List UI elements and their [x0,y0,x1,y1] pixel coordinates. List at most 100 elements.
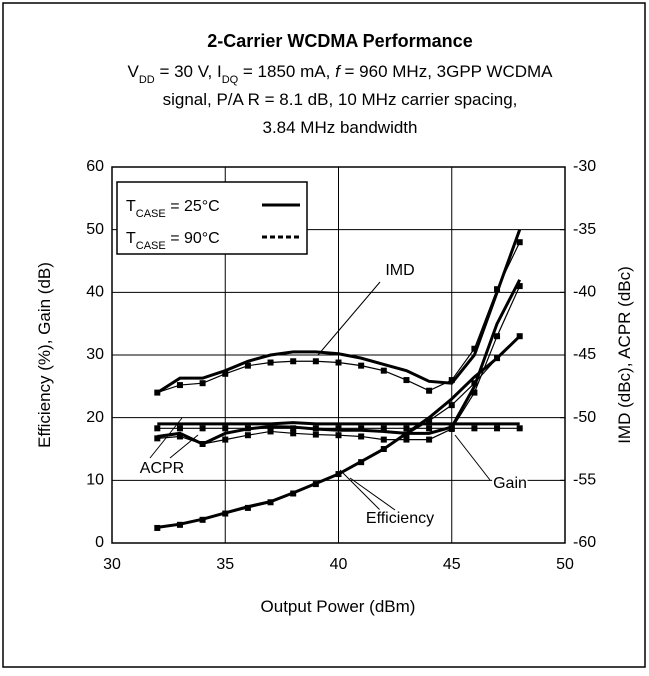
point [267,499,274,506]
point [244,432,251,439]
legend-label: TCASE = 25°C [126,198,220,220]
point [403,425,410,432]
point [516,239,523,246]
y-tick-label: 50 [86,221,104,238]
y-tick-label: 40 [86,284,104,301]
point [312,481,319,488]
subtitle-line: 3.84 MHz bandwidth [263,118,418,137]
legend-box [116,181,308,255]
y2-tick-label: -60 [573,534,596,551]
point [222,425,229,432]
text-part: = 1850 mA, [238,62,335,81]
point [222,436,229,443]
text-part: = 90°C [166,230,220,247]
plot: 30 35 40 45 50 0 10 20 30 40 50 60 -60 -55 -50 -45 -40 -3… [86,158,596,573]
point [199,425,206,432]
annotation: ACPR [140,460,184,477]
annotation: IMD [385,262,414,279]
point [154,435,161,442]
plot-border [111,166,566,544]
text-part: CASE [136,240,166,252]
point [448,377,455,384]
point [176,521,183,528]
point [222,370,229,377]
point [335,471,342,478]
y-tick-label: 10 [86,472,104,489]
y-axis-label: Efficiency (%), Gain (dB) [35,262,54,448]
text-part: T [126,198,136,215]
point [222,510,229,517]
y2-tick-label: -40 [573,284,596,301]
point [471,425,478,432]
text-part: T [126,230,136,247]
leader-line [349,477,396,511]
subtitle-line: VDD = 30 V, IDQ = 1850 mA, f = 960 MHz, … [127,62,553,86]
point [358,362,365,369]
annotation: Efficiency [366,510,434,527]
point [244,504,251,511]
y2-axis-label: IMD (dBc), ACPR (dBc) [615,266,634,444]
point [176,425,183,432]
point [199,440,206,447]
y2-tick-label: -35 [573,221,596,238]
x-tick-label: 45 [443,556,461,573]
point [426,387,433,394]
point [176,382,183,389]
point [358,433,365,440]
text-part: signal, P/A R = 8.1 dB, 10 MHz carrier s… [163,90,518,109]
point [426,417,433,424]
chart-title: 2-Carrier WCDMA Performance [207,31,472,51]
subtitle: VDD = 30 V, IDQ = 1850 mA, f = 960 MHz, … [127,62,553,137]
point [494,355,501,362]
text-part: DQ [222,74,239,86]
series-line [156,229,522,394]
point [267,428,274,435]
point [494,333,501,340]
x-axis-label: Output Power (dBm) [261,597,416,616]
point [154,425,161,432]
point [426,436,433,443]
point [358,425,365,432]
text-part: DD [139,74,155,86]
point [312,358,319,365]
legend-label: TCASE = 90°C [126,230,220,252]
text-part: = 30 V, I [155,62,222,81]
point [426,425,433,432]
point [312,431,319,438]
point [516,283,523,290]
point [403,431,410,438]
leader-line [454,434,491,481]
text-part: CASE [136,208,166,220]
y-tick-label: 30 [86,346,104,363]
point [494,286,501,293]
point [267,425,274,432]
leader-line [317,281,381,356]
point [516,333,523,340]
x-tick-label: 35 [216,556,234,573]
y-tick-label: 0 [95,534,104,551]
point [403,377,410,384]
point [290,358,297,365]
x-tick-label: 40 [330,556,348,573]
y2-tick-label: -30 [573,158,596,175]
point [380,436,387,443]
leader-line [169,434,199,459]
subtitle-line: signal, P/A R = 8.1 dB, 10 MHz carrier s… [163,90,518,109]
point [199,516,206,523]
x-tick-label: 30 [103,556,121,573]
text-part: V [127,62,139,81]
series-line [157,421,520,426]
point [290,430,297,437]
x-tick-label: 50 [556,556,574,573]
text-part: = 960 MHz, 3GPP WCDMA [340,62,553,81]
point [380,367,387,374]
frame [2,2,646,668]
point [471,380,478,387]
point [290,425,297,432]
leader-line [339,469,381,511]
point [494,425,501,432]
point [335,425,342,432]
y-tick-label: 20 [86,409,104,426]
leader-line [149,417,183,459]
